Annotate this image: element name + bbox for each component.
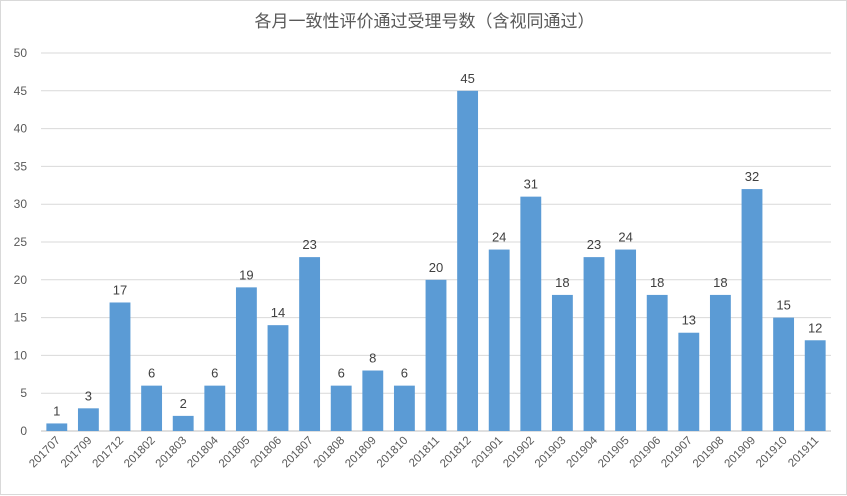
x-tick-label-201901: 201901 xyxy=(470,435,506,471)
data-label-201810: 6 xyxy=(401,366,408,381)
bar-201808 xyxy=(330,385,352,431)
x-tick-label-201707: 201707 xyxy=(27,435,63,471)
bar-201810 xyxy=(393,385,415,431)
y-tick-label-15: 15 xyxy=(14,311,28,325)
x-tick-label-201907: 201907 xyxy=(659,435,695,471)
x-tick-label-201803: 201803 xyxy=(154,435,190,471)
chart-title: 各月一致性评价通过受理号数（含视同通过） xyxy=(254,12,595,32)
y-tick-label-5: 5 xyxy=(20,386,27,400)
data-label-201807: 23 xyxy=(302,237,316,252)
x-tick-label-201806: 201806 xyxy=(249,435,285,471)
y-tick-label-0: 0 xyxy=(20,424,27,438)
data-label-201911: 12 xyxy=(808,320,822,335)
x-tick-label-201807: 201807 xyxy=(280,435,316,471)
x-tick-label-201902: 201902 xyxy=(501,435,537,471)
x-tick-label-201809: 201809 xyxy=(343,435,379,471)
x-tick-label-201810: 201810 xyxy=(375,435,411,471)
bar-201804 xyxy=(204,385,226,431)
y-tick-label-40: 40 xyxy=(14,122,28,136)
data-label-201709: 3 xyxy=(85,388,92,403)
bar-201709 xyxy=(77,408,99,431)
data-label-201707: 1 xyxy=(53,403,60,418)
y-tick-label-20: 20 xyxy=(14,273,28,287)
bar-201909 xyxy=(741,189,763,431)
data-label-201812: 45 xyxy=(460,71,474,86)
y-tick-label-10: 10 xyxy=(14,348,28,362)
bar-201803 xyxy=(172,415,194,431)
x-tick-label-201808: 201808 xyxy=(312,435,348,471)
bar-201806 xyxy=(267,325,289,431)
x-tick-label-201904: 201904 xyxy=(565,434,601,470)
data-label-201804: 6 xyxy=(211,366,218,381)
bar-201809 xyxy=(362,370,384,431)
data-label-201901: 24 xyxy=(492,230,506,245)
bar-201812 xyxy=(457,90,479,432)
data-label-201802: 6 xyxy=(148,366,155,381)
bar-201707 xyxy=(46,423,68,431)
data-label-201905: 24 xyxy=(618,230,632,245)
data-label-201906: 18 xyxy=(650,275,664,290)
data-label-201907: 13 xyxy=(682,313,696,328)
bar-201908 xyxy=(709,294,731,431)
bar-201901 xyxy=(488,249,510,431)
bar-201811 xyxy=(425,279,447,431)
x-tick-label-201805: 201805 xyxy=(217,435,253,471)
data-label-201908: 18 xyxy=(713,275,727,290)
x-tick-label-201906: 201906 xyxy=(628,435,664,471)
data-label-201803: 2 xyxy=(180,396,187,411)
bar-201905 xyxy=(615,249,637,431)
x-tick-label-201709: 201709 xyxy=(59,435,95,471)
bar-201802 xyxy=(141,385,163,431)
x-tick-label-201911: 201911 xyxy=(786,435,821,470)
data-label-201903: 18 xyxy=(555,275,569,290)
bar-201807 xyxy=(299,257,321,431)
data-label-201904: 23 xyxy=(587,237,601,252)
x-tick-label-201908: 201908 xyxy=(691,435,727,471)
x-tick-label-201811: 201811 xyxy=(407,435,442,470)
y-tick-label-35: 35 xyxy=(14,159,28,173)
x-tick-label-201909: 201909 xyxy=(723,435,759,471)
y-tick-label-50: 50 xyxy=(14,46,28,60)
x-tick-label-201712: 201712 xyxy=(91,435,127,471)
data-label-201805: 19 xyxy=(239,267,253,282)
data-label-201910: 15 xyxy=(776,298,790,313)
x-tick-label-201812: 201812 xyxy=(438,435,474,471)
bar-201907 xyxy=(678,332,700,431)
x-tick-label-201804: 201804 xyxy=(185,434,221,470)
y-tick-label-30: 30 xyxy=(14,197,28,211)
bar-201902 xyxy=(520,196,542,431)
data-label-201808: 6 xyxy=(338,366,345,381)
data-label-201909: 32 xyxy=(745,169,759,184)
bar-201904 xyxy=(583,257,605,431)
bar-201805 xyxy=(235,287,257,431)
bar-201911 xyxy=(804,340,826,431)
x-tick-label-201905: 201905 xyxy=(596,435,632,471)
data-label-201811: 20 xyxy=(429,260,443,275)
data-label-201712: 17 xyxy=(113,282,127,297)
data-label-201806: 14 xyxy=(271,305,285,320)
bar-201910 xyxy=(773,317,795,431)
data-label-201902: 31 xyxy=(524,177,538,192)
x-tick-label-201802: 201802 xyxy=(122,435,158,471)
data-label-201809: 8 xyxy=(369,351,376,366)
bar-201903 xyxy=(551,294,573,431)
y-tick-label-25: 25 xyxy=(14,235,28,249)
x-tick-label-201903: 201903 xyxy=(533,435,569,471)
x-tick-label-201910: 201910 xyxy=(754,435,790,471)
bar-201712 xyxy=(109,302,131,431)
bar-201906 xyxy=(646,294,668,431)
y-tick-label-45: 45 xyxy=(14,84,28,98)
